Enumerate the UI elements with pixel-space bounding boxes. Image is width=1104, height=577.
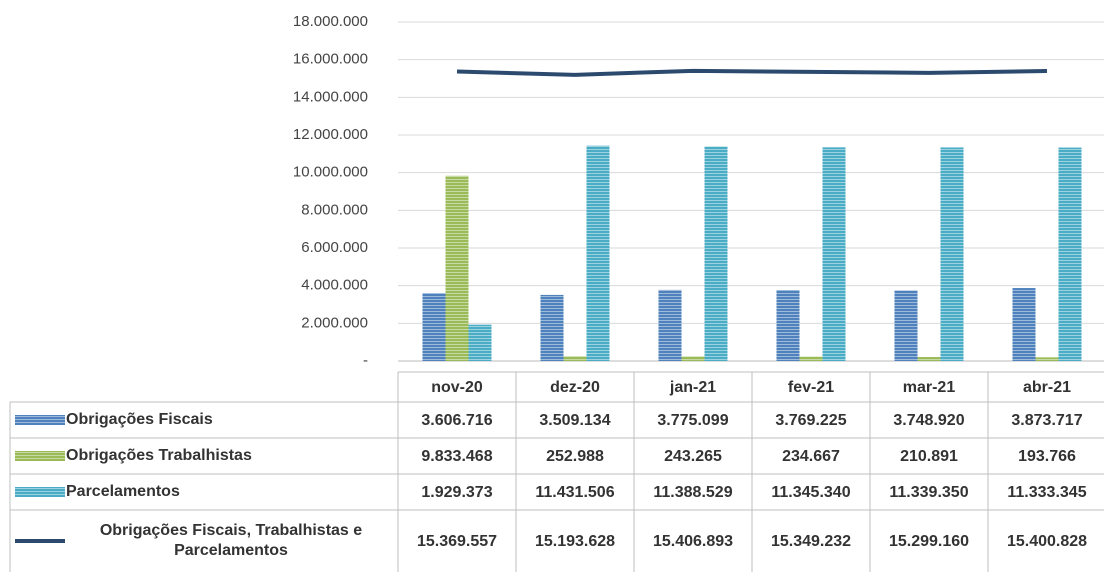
bar	[445, 175, 469, 361]
bar	[422, 293, 446, 361]
data-label: 252.988	[546, 448, 604, 465]
x-tick-label: nov-20	[431, 379, 483, 396]
data-label: 193.766	[1018, 448, 1076, 465]
bar	[822, 147, 846, 361]
legend-label: Obrigações Fiscais, Trabalhistas e Parce…	[99, 522, 363, 559]
bar	[540, 294, 564, 361]
bar	[1058, 147, 1082, 361]
x-tick-label: fev-21	[788, 379, 834, 396]
y-tick-label: 2.000.000	[301, 314, 368, 331]
data-label: 1.929.373	[421, 484, 492, 501]
legend-label: Obrigações Fiscais	[66, 411, 213, 428]
data-label: 15.400.828	[1007, 533, 1087, 550]
data-label: 3.606.716	[421, 412, 492, 429]
y-tick-label: 12.000.000	[293, 126, 368, 143]
data-label: 3.775.099	[657, 412, 728, 429]
bar	[776, 290, 800, 361]
y-tick-label: 4.000.000	[301, 277, 368, 294]
data-label: 11.431.506	[535, 484, 614, 501]
data-label: 3.873.717	[1011, 412, 1082, 429]
data-label: 15.299.160	[889, 533, 969, 550]
bar	[799, 356, 823, 361]
legend-key	[15, 451, 65, 461]
x-tick-label: abr-21	[1023, 379, 1071, 396]
data-label: 210.891	[900, 448, 958, 465]
line-series	[456, 68, 1048, 77]
data-label: 3.509.134	[539, 412, 610, 429]
bar	[681, 356, 705, 361]
bar	[658, 289, 682, 361]
bar	[917, 357, 941, 361]
y-tick-label: 18.000.000	[293, 13, 368, 30]
data-label: 3.748.920	[893, 412, 964, 429]
legend-key	[15, 487, 65, 497]
bar	[1035, 357, 1059, 361]
y-tick-label: 6.000.000	[301, 239, 368, 256]
y-tick-label: -	[363, 352, 368, 369]
data-label: 9.833.468	[421, 448, 492, 465]
y-tick-label: 10.000.000	[293, 164, 368, 181]
data-label: 3.769.225	[775, 412, 846, 429]
legend-label: Parcelamentos	[66, 483, 180, 500]
x-tick-label: mar-21	[903, 379, 956, 396]
data-label: 15.193.628	[535, 533, 615, 550]
legend-key	[15, 415, 65, 425]
data-label: 15.406.893	[653, 533, 733, 550]
y-tick-label: 16.000.000	[293, 51, 368, 68]
data-label: 11.333.345	[1007, 484, 1086, 501]
legend-label: Obrigações Trabalhistas	[66, 447, 252, 464]
x-tick-label: dez-20	[550, 379, 600, 396]
data-label: 243.265	[664, 448, 722, 465]
bar	[894, 290, 918, 361]
data-label: 11.345.340	[771, 484, 850, 501]
data-label: 15.369.557	[417, 533, 497, 550]
data-label: 234.667	[782, 448, 840, 465]
data-label: 15.349.232	[771, 533, 851, 550]
data-label: 11.339.350	[889, 484, 968, 501]
bar	[940, 147, 964, 361]
x-tick-label: jan-21	[669, 379, 716, 396]
bar	[586, 145, 610, 361]
bar	[704, 146, 728, 361]
y-tick-label: 14.000.000	[293, 88, 368, 105]
bar	[563, 356, 587, 361]
data-label: 11.388.529	[653, 484, 732, 501]
bar	[468, 324, 492, 361]
y-tick-label: 8.000.000	[301, 201, 368, 218]
bar	[1012, 288, 1036, 361]
